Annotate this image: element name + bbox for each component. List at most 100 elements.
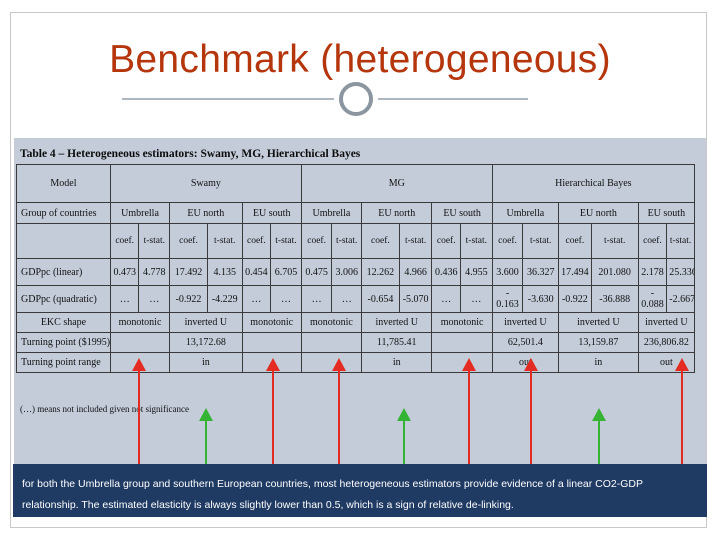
table-cell: in	[169, 352, 243, 373]
table-footnote: (…) means not included given not signifi…	[20, 404, 189, 414]
table-row-gdp-quadratic: GDPpc (quadratic) …… -0.922 -4.229………… -0.6…	[16, 285, 695, 313]
red-arrow-icon	[524, 358, 538, 464]
table-cell: …	[331, 285, 363, 313]
cell-text: coef.	[307, 236, 326, 246]
table-cell: t-stat.	[331, 223, 363, 259]
table-cell: t-stat.	[270, 223, 302, 259]
row-label: GDPpc (linear)	[16, 258, 111, 286]
table-cell: …	[300, 285, 333, 313]
empty-cell	[300, 332, 363, 353]
table-row-model: Model Swamy MG Hierarchical Bayes	[16, 164, 696, 203]
table-cell: -0.922	[169, 285, 208, 313]
green-arrow-icon	[199, 408, 213, 464]
cell-text: t-stat.	[530, 236, 552, 246]
table-cell: in	[558, 352, 639, 373]
table-cell: 4.778	[138, 258, 171, 286]
table-cell: - 0.088	[637, 285, 668, 313]
table-cell: 0.473	[109, 258, 140, 286]
group-header: EU north	[169, 202, 243, 224]
table-cell: t-stat.	[138, 223, 171, 259]
cell-text: coef.	[247, 236, 266, 246]
cell-text: coef.	[498, 236, 517, 246]
table-cell: 2.178	[637, 258, 668, 286]
table-cell: -2.667	[666, 285, 695, 313]
table-cell: 17.494	[558, 258, 592, 286]
cell-text: t-stat.	[214, 236, 236, 246]
table-row-stat-headers: coef. t-stat. coef. t-stat. coef. t-stat. coef…	[16, 223, 695, 259]
table-cell: monotonic	[300, 312, 363, 333]
cell-text: t-stat.	[275, 236, 297, 246]
table-cell: 4.966	[398, 258, 433, 286]
table-cell: 12.262	[361, 258, 400, 286]
table-cell: coef.	[300, 223, 333, 259]
group-header: EU south	[637, 202, 696, 224]
table-cell: …	[460, 285, 493, 313]
table-cell: 0.454	[241, 258, 272, 286]
table-cell: 4.135	[206, 258, 243, 286]
title-divider-right	[378, 98, 528, 100]
table-cell: …	[241, 285, 272, 313]
table-cell: monotonic	[241, 312, 302, 333]
header-model: Model	[16, 164, 111, 203]
table-cell: -36.888	[590, 285, 639, 313]
table-cell: coef.	[241, 223, 272, 259]
table-cell: coef.	[431, 223, 462, 259]
summary-line-1: for both the Umbrella group and southern…	[22, 478, 644, 490]
table-cell: monotonic	[431, 312, 493, 333]
row-label: Turning point range	[16, 352, 111, 373]
table-cell: t-stat.	[522, 223, 560, 259]
header-group-of-countries: Group of countries	[16, 202, 111, 224]
table-row-turning-point: Turning point ($1995) 13,172.68 11,785.4…	[16, 332, 696, 353]
green-arrow-icon	[397, 408, 411, 464]
header-swamy: Swamy	[109, 164, 302, 203]
cell-text: t-stat.	[603, 236, 626, 246]
red-arrow-icon	[132, 358, 146, 464]
empty-cell	[109, 332, 171, 353]
table-cell: inverted U	[558, 312, 639, 333]
table-cell: 201.080	[590, 258, 639, 286]
empty-cell	[431, 332, 493, 353]
table-cell: …	[138, 285, 171, 313]
red-arrow-icon	[332, 358, 346, 464]
slide-frame	[10, 12, 707, 528]
row-label: GDPpc (quadratic)	[16, 285, 111, 313]
red-arrow-icon	[675, 358, 689, 464]
table-cell: 3.600	[491, 258, 524, 286]
slide-title: Benchmark (heterogeneous)	[109, 38, 611, 81]
group-header: Umbrella	[491, 202, 560, 224]
empty-cell	[16, 223, 111, 259]
table-row-turning-point-range: Turning point range in in out in out	[16, 352, 696, 373]
cell-text: coef.	[115, 236, 135, 246]
table-cell: inverted U	[361, 312, 433, 333]
row-label: Turning point ($1995)	[16, 332, 111, 353]
summary-band	[13, 464, 707, 517]
cell-text: t-stat.	[669, 236, 692, 246]
table-row-ekc-shape: EKC shape monotonic inverted U monotonic…	[16, 312, 696, 333]
table-cell: inverted U	[491, 312, 560, 333]
empty-cell	[241, 332, 302, 353]
table-cell: 13,172.68	[169, 332, 243, 353]
table-row-groups: Group of countries Umbrella EU north EU …	[16, 202, 696, 224]
group-header: EU north	[558, 202, 639, 224]
heterogeneous-estimators-table: Model Swamy MG Hierarchical Bayes Group …	[16, 164, 696, 373]
cell-text: t-stat.	[336, 236, 358, 246]
table-cell: …	[270, 285, 302, 313]
table-cell: -5.070	[398, 285, 433, 313]
table-cell: …	[109, 285, 140, 313]
cell-text: t-stat.	[465, 236, 488, 246]
table-cell: 13,159.87	[558, 332, 639, 353]
table-caption: Table 4 – Heterogeneous estimators: Swam…	[20, 148, 361, 160]
table-cell: coef.	[637, 223, 668, 259]
header-mg: MG	[300, 164, 493, 203]
table-row-gdp-linear: GDPpc (linear) 0.473 4.778 17.492 4.135 0.45…	[16, 258, 695, 286]
cell-text: t-stat.	[143, 236, 165, 246]
table-cell: …	[431, 285, 462, 313]
header-hierarchical-bayes: Hierarchical Bayes	[491, 164, 696, 203]
table-cell: t-stat.	[590, 223, 639, 259]
table-cell: coef.	[558, 223, 592, 259]
table-cell: 25.336	[666, 258, 695, 286]
table-cell: 3.006	[331, 258, 363, 286]
table-cell: coef.	[491, 223, 524, 259]
table-cell: 11,785.41	[361, 332, 433, 353]
cell-text: t-stat.	[404, 236, 427, 246]
